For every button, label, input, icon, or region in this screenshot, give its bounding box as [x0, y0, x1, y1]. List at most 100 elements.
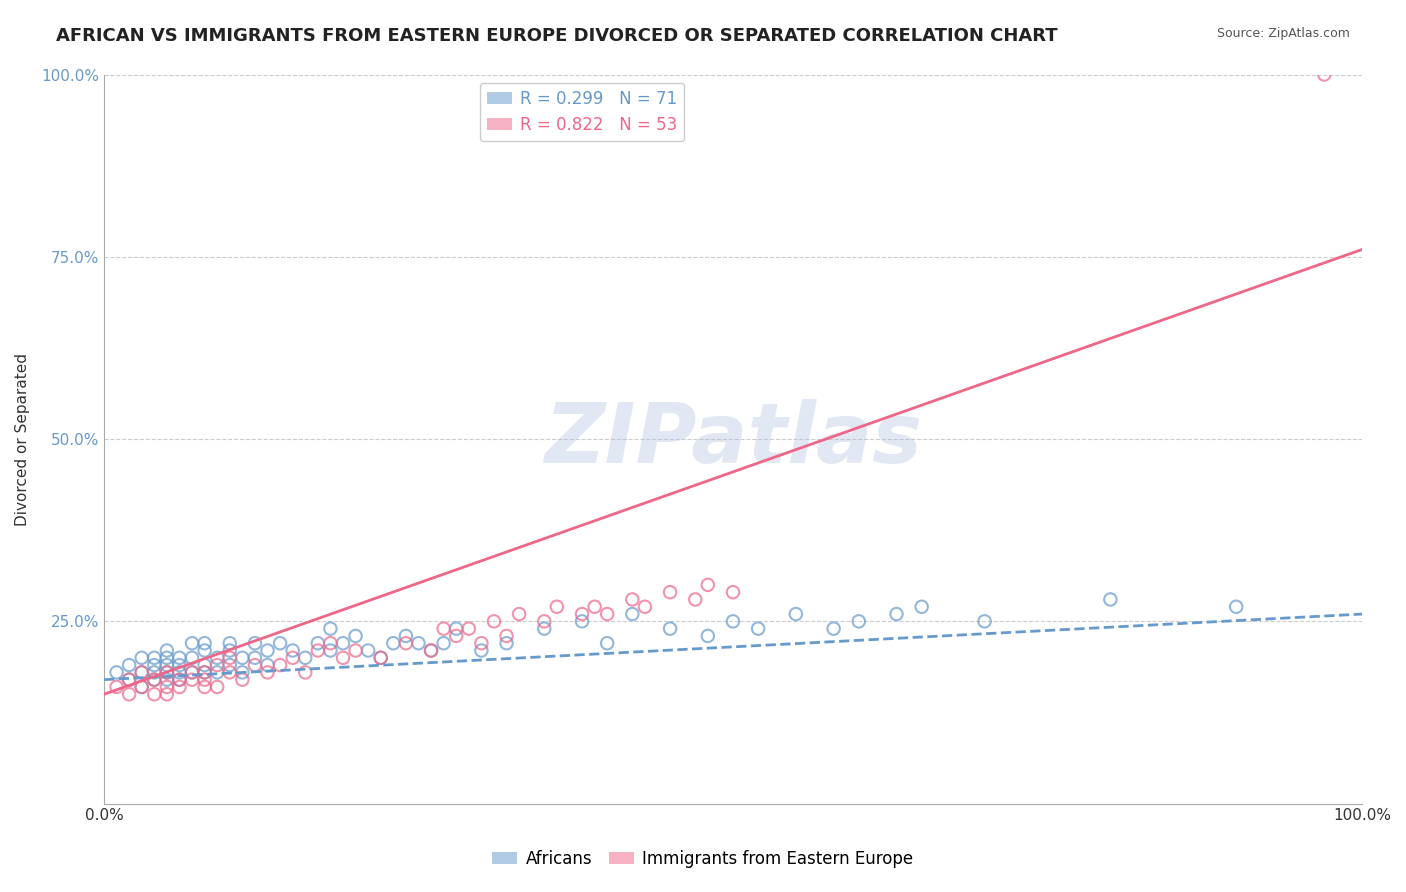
Point [457, 622, 479, 636]
Point [444, 622, 467, 636]
Point [118, 658, 141, 673]
Point [256, 643, 278, 657]
Point [181, 673, 204, 687]
Point [420, 643, 443, 657]
Point [218, 658, 240, 673]
Point [118, 673, 141, 687]
Point [205, 658, 228, 673]
Point [281, 650, 304, 665]
Point [181, 665, 204, 680]
Point [659, 585, 682, 599]
Point [408, 636, 430, 650]
Point [583, 599, 606, 614]
Point [533, 622, 555, 636]
Point [785, 607, 807, 621]
Point [508, 607, 530, 621]
Point [194, 680, 217, 694]
Point [470, 636, 492, 650]
Point [433, 636, 456, 650]
Point [344, 643, 367, 657]
Point [470, 643, 492, 657]
Point [370, 650, 392, 665]
Point [231, 673, 253, 687]
Point [269, 636, 291, 650]
Point [156, 665, 179, 680]
Point [281, 643, 304, 657]
Point [156, 680, 179, 694]
Point [634, 599, 657, 614]
Point [131, 665, 153, 680]
Point [143, 650, 166, 665]
Point [433, 622, 456, 636]
Point [169, 673, 191, 687]
Point [256, 665, 278, 680]
Point [118, 673, 141, 687]
Text: AFRICAN VS IMMIGRANTS FROM EASTERN EUROPE DIVORCED OR SEPARATED CORRELATION CHAR: AFRICAN VS IMMIGRANTS FROM EASTERN EUROP… [56, 27, 1057, 45]
Point [105, 680, 128, 694]
Point [169, 658, 191, 673]
Point [533, 615, 555, 629]
Point [194, 636, 217, 650]
Point [444, 629, 467, 643]
Point [156, 665, 179, 680]
Point [131, 680, 153, 694]
Point [621, 592, 644, 607]
Point [181, 665, 204, 680]
Point [169, 680, 191, 694]
Point [546, 599, 568, 614]
Point [848, 615, 870, 629]
Point [307, 636, 329, 650]
Point [721, 585, 744, 599]
Point [205, 665, 228, 680]
Point [659, 622, 682, 636]
Text: ZIPatlas: ZIPatlas [544, 399, 922, 480]
Point [307, 643, 329, 657]
Point [886, 607, 908, 621]
Point [495, 636, 517, 650]
Point [294, 650, 316, 665]
Point [156, 687, 179, 701]
Point [395, 629, 418, 643]
Point [143, 673, 166, 687]
Point [231, 650, 253, 665]
Point [156, 658, 179, 673]
Point [319, 622, 342, 636]
Point [194, 665, 217, 680]
Point [332, 650, 354, 665]
Point [621, 607, 644, 621]
Point [482, 615, 505, 629]
Point [395, 636, 418, 650]
Point [1225, 599, 1247, 614]
Point [156, 643, 179, 657]
Point [169, 673, 191, 687]
Point [156, 673, 179, 687]
Point [118, 687, 141, 701]
Point [721, 615, 744, 629]
Point [131, 650, 153, 665]
Point [143, 658, 166, 673]
Point [243, 658, 266, 673]
Point [156, 650, 179, 665]
Point [571, 607, 593, 621]
Point [169, 650, 191, 665]
Point [218, 665, 240, 680]
Legend: Africans, Immigrants from Eastern Europe: Africans, Immigrants from Eastern Europe [486, 844, 920, 875]
Point [269, 658, 291, 673]
Point [105, 665, 128, 680]
Point [319, 636, 342, 650]
Point [181, 636, 204, 650]
Point [194, 643, 217, 657]
Point [194, 673, 217, 687]
Point [294, 665, 316, 680]
Point [194, 665, 217, 680]
Point [911, 599, 934, 614]
Point [181, 650, 204, 665]
Point [370, 650, 392, 665]
Point [218, 643, 240, 657]
Text: Source: ZipAtlas.com: Source: ZipAtlas.com [1216, 27, 1350, 40]
Point [205, 680, 228, 694]
Point [357, 643, 380, 657]
Point [1099, 592, 1122, 607]
Point [169, 665, 191, 680]
Point [218, 650, 240, 665]
